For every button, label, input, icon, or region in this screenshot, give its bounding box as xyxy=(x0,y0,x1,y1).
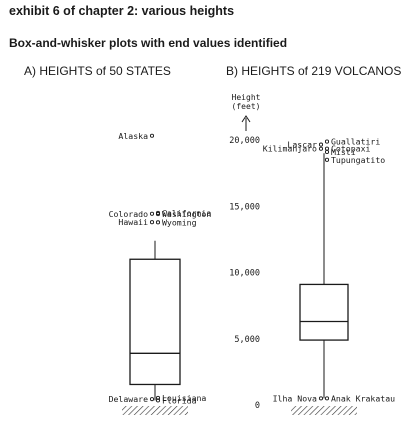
y-axis-label: (feet) xyxy=(232,102,261,111)
states-ground-hatch xyxy=(122,406,188,415)
states-point xyxy=(155,212,161,217)
exhibit-caption: exhibit 6 of chapter 2: various heights xyxy=(9,4,235,18)
states-point-label: Hawaii xyxy=(118,217,148,227)
figure-subtitle: Box-and-whisker plots with end values id… xyxy=(9,36,288,50)
volcanos-point-label: Cotopaxi xyxy=(331,144,371,154)
volcanos-point xyxy=(318,142,324,147)
volcanos-point-label: Anak Krakatau xyxy=(331,393,395,403)
states-point-label: Alaska xyxy=(118,131,148,141)
states-point xyxy=(149,220,155,225)
volcanos-point xyxy=(324,139,330,144)
volcanos-point-label: Ilha Nova xyxy=(273,393,317,403)
y-axis-arrow-head xyxy=(241,115,251,123)
volcanos-point-label: Lascar xyxy=(287,140,317,150)
volcanos-point xyxy=(318,396,324,401)
volcanos-point xyxy=(318,146,324,151)
states-point-label: Delaware xyxy=(109,394,149,404)
y-tick-label: 10,000 xyxy=(229,269,260,279)
volcanos-point-label: Misti xyxy=(331,147,356,157)
states-point-label: California xyxy=(162,208,211,218)
panel-b-title: B) HEIGHTS of 219 VOLCANOS xyxy=(226,64,402,78)
states-point xyxy=(155,395,161,400)
volcanos-point xyxy=(324,157,330,162)
states-box xyxy=(129,258,181,386)
volcanos-box xyxy=(299,283,349,341)
y-tick-label: 0 xyxy=(255,401,260,411)
y-tick-label: 15,000 xyxy=(229,202,260,212)
states-point-label: Louisiana xyxy=(162,393,206,403)
states-point-label: Colorado xyxy=(109,209,149,219)
states-point xyxy=(149,211,155,216)
volcanos-point xyxy=(324,146,330,151)
volcanos-point-label: Kilimanjaro xyxy=(263,144,317,154)
volcanos-point xyxy=(324,149,330,155)
y-tick-label: 20,000 xyxy=(229,136,260,146)
states-point-label: Washington xyxy=(162,209,211,219)
panel-a-title: A) HEIGHTS of 50 STATES xyxy=(24,64,171,78)
states-point xyxy=(149,133,155,138)
y-tick-label: 5,000 xyxy=(234,335,260,345)
states-point xyxy=(149,397,155,402)
states-point xyxy=(155,398,161,403)
volcanos-point-label: Tupungatito xyxy=(331,155,385,165)
states-point xyxy=(155,220,161,225)
volcanos-point xyxy=(324,396,330,401)
y-axis-label: Height xyxy=(232,93,261,102)
states-point-label: Florida xyxy=(162,395,197,405)
volcanos-ground-hatch xyxy=(291,406,357,415)
states-point-label: Wyoming xyxy=(162,217,197,227)
volcanos-point-label: Guallatiri xyxy=(331,137,380,147)
